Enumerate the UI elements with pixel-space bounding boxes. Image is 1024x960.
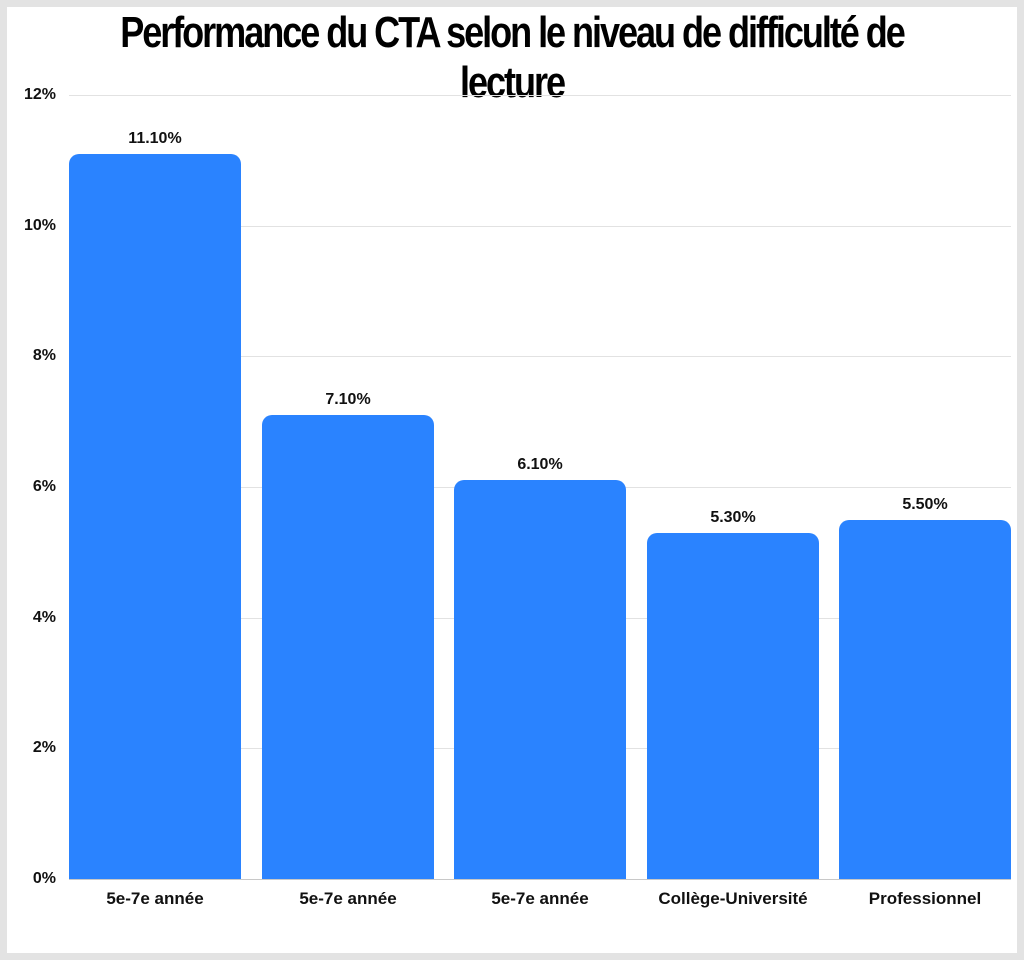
chart-title: Performance du CTA selon le niveau de di… [120, 8, 906, 107]
x-tick-label: 5e-7e année [299, 889, 397, 908]
y-tick-label: 6% [32, 478, 56, 495]
bar [69, 153, 241, 879]
value-label: 5.50% [902, 495, 948, 513]
y-tick-label: 10% [23, 216, 56, 234]
x-tick-label: Collège-Université [658, 889, 808, 908]
gridline [69, 225, 1011, 227]
y-tick-label: 12% [23, 86, 56, 103]
value-label: 7.10% [325, 391, 371, 409]
bar [839, 519, 1011, 879]
y-tick-label: 4% [32, 608, 56, 626]
x-tick-label: 5e-7e année [106, 889, 204, 908]
value-label: 6.10% [517, 456, 563, 474]
gridline [69, 95, 1011, 96]
x-axis-line [69, 879, 1011, 880]
bar [647, 532, 819, 879]
x-tick-label: 5e-7e année [491, 889, 589, 908]
y-tick-label: 0% [32, 870, 56, 887]
gridline [69, 356, 1011, 358]
value-label: 11.10% [128, 129, 182, 147]
y-tick-label: 8% [32, 347, 56, 365]
bar [454, 480, 626, 879]
value-label: 5.30% [710, 508, 756, 526]
y-tick-label: 2% [32, 739, 56, 757]
x-tick-label: Professionnel [868, 889, 982, 908]
bar [262, 415, 434, 879]
